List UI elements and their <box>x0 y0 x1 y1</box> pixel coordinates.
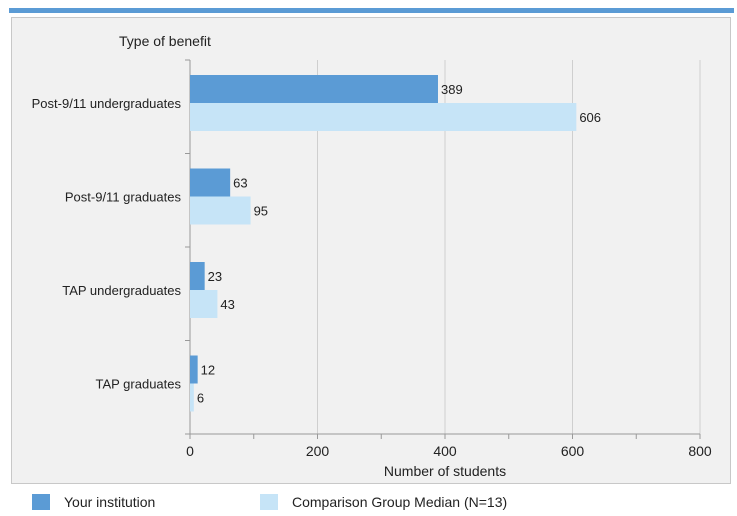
data-label: 23 <box>208 269 222 284</box>
x-tick-label: 600 <box>561 443 585 459</box>
category-label: TAP undergraduates <box>62 283 181 298</box>
bar-your-institution <box>190 75 438 103</box>
data-label: 12 <box>201 363 215 378</box>
x-tick-label: 0 <box>186 443 194 459</box>
x-tick-label: 400 <box>433 443 457 459</box>
bar-comparison-group <box>190 103 577 131</box>
bar-your-institution <box>190 355 198 384</box>
bar-comparison-group <box>190 383 194 412</box>
bar-comparison-group <box>190 196 251 225</box>
data-label: 389 <box>441 82 463 97</box>
legend-swatch-comparison-group <box>260 494 278 510</box>
legend-label-your-institution: Your institution <box>64 494 156 510</box>
data-label: 63 <box>233 176 247 191</box>
legend: Your institution Comparison Group Median… <box>12 494 732 514</box>
bar-your-institution <box>190 262 205 290</box>
data-label: 6 <box>197 391 204 406</box>
bar-comparison-group <box>190 290 218 318</box>
legend-item-your-institution: Your institution <box>32 494 155 510</box>
legend-label-comparison-group: Comparison Group Median (N=13) <box>292 494 508 510</box>
x-axis-title: Number of students <box>384 463 506 479</box>
data-label: 43 <box>220 297 234 312</box>
bar-your-institution <box>190 168 231 197</box>
legend-swatch-your-institution <box>32 494 50 510</box>
y-axis-title: Type of benefit <box>119 33 211 49</box>
x-tick-label: 800 <box>688 443 712 459</box>
data-label: 95 <box>254 204 268 219</box>
data-label: 606 <box>579 110 601 125</box>
category-label: Post-9/11 graduates <box>65 190 182 205</box>
x-tick-label: 200 <box>306 443 330 459</box>
legend-item-comparison-group: Comparison Group Median (N=13) <box>260 494 507 510</box>
top-accent-bar <box>9 8 734 13</box>
category-label: Post-9/11 undergraduates <box>32 96 182 111</box>
category-label: TAP graduates <box>95 377 181 392</box>
